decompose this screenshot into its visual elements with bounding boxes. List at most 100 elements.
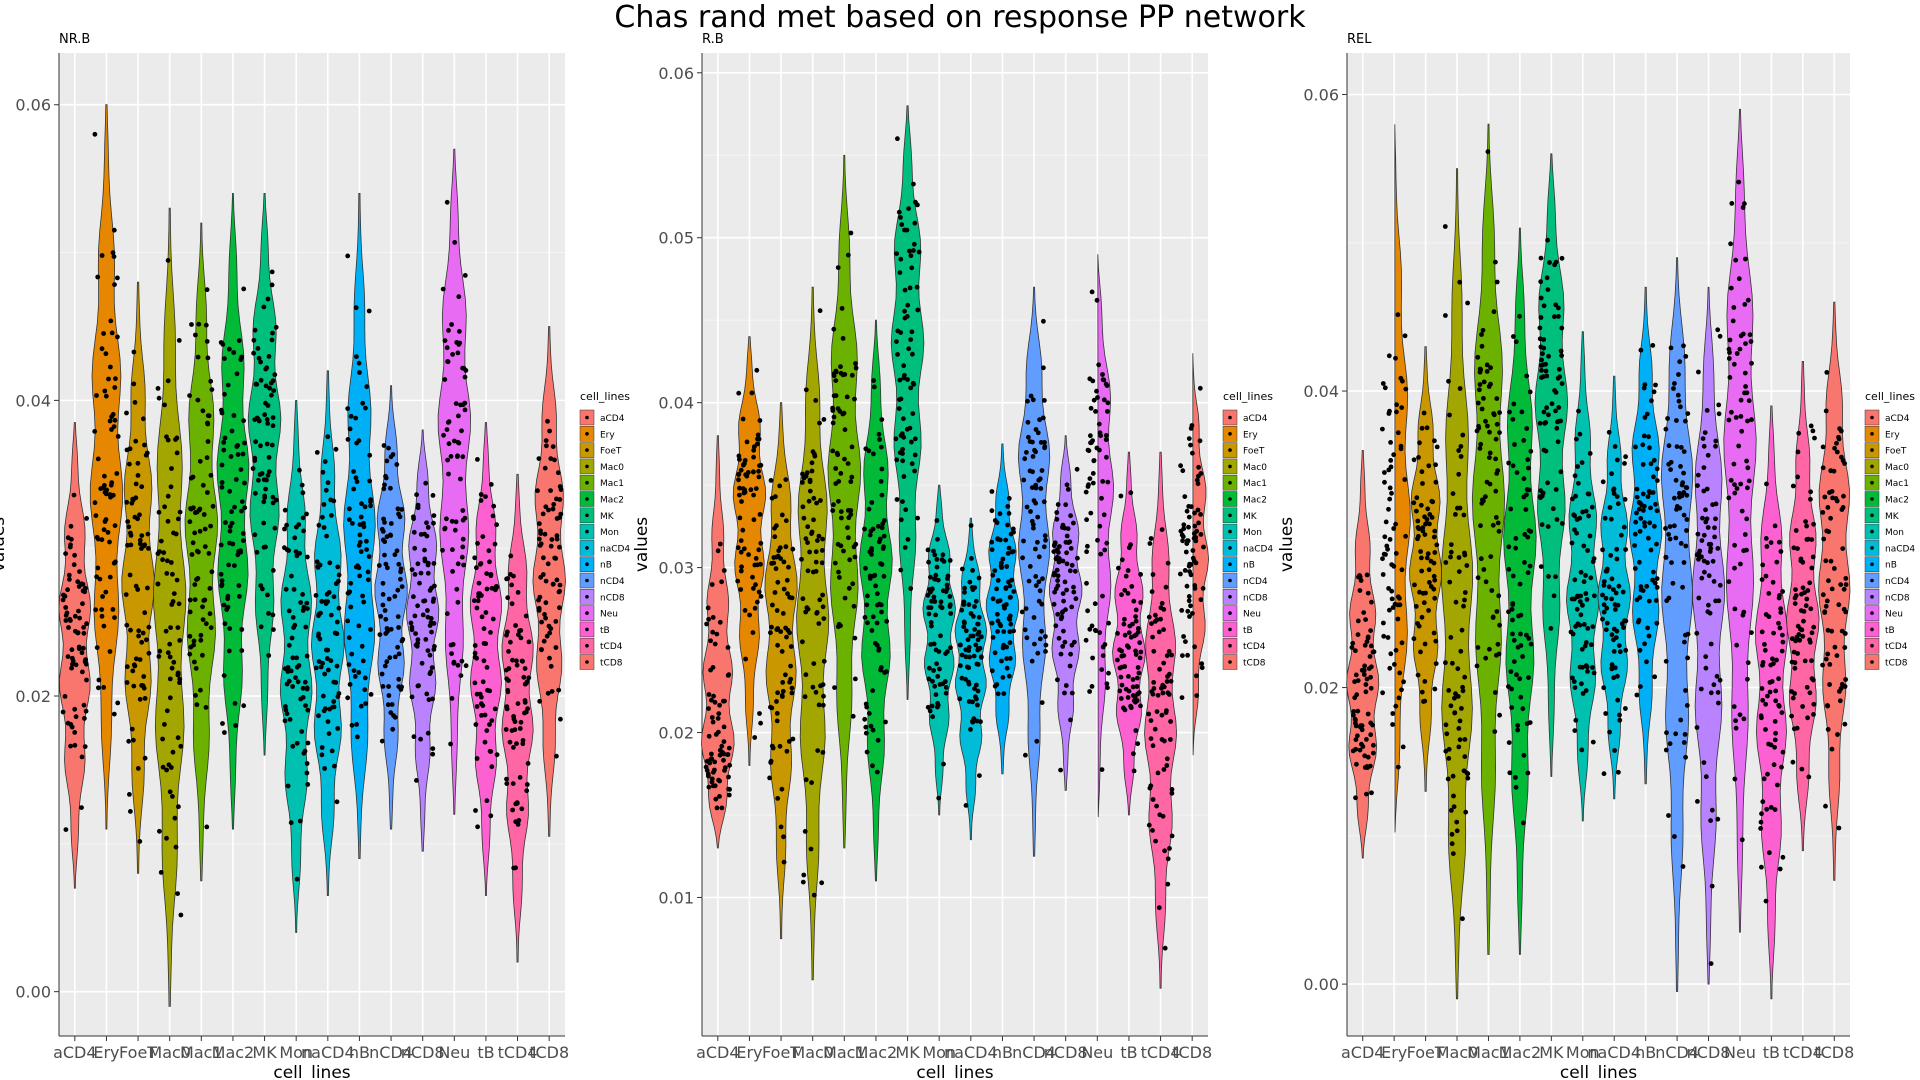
data-point [1115,631,1120,636]
data-point [1716,402,1722,408]
data-point [187,609,193,615]
data-point [1053,586,1059,592]
data-point [1393,703,1399,709]
data-point [62,593,68,599]
legend-key-dot [1228,497,1232,501]
legend-label-tCD8: tCD8 [600,659,623,669]
data-point [1574,436,1579,442]
data-point [1704,516,1710,522]
data-point [1513,775,1518,780]
violin-nCD8 [406,429,440,852]
data-point [1738,481,1744,487]
legend-label-aCD4: aCD4 [1243,414,1268,424]
data-point [1474,663,1480,669]
data-point [1364,639,1370,644]
data-point [842,595,848,601]
points-aCD4 [703,541,733,811]
data-point [1192,510,1197,516]
data-point [1734,642,1740,648]
data-point [1776,702,1782,708]
data-point [1063,683,1069,688]
data-point [1678,404,1683,410]
data-point [197,458,203,464]
data-point [709,779,715,785]
data-point [820,702,826,708]
points-Mon [1568,408,1597,753]
data-point [875,591,880,597]
data-point [897,450,903,456]
data-point [1161,627,1166,632]
data-point [304,770,310,776]
data-point [1771,661,1776,666]
data-point [716,711,722,716]
data-point [1055,611,1061,617]
data-point [473,808,478,813]
legend-label-nCD8: nCD8 [1243,593,1268,603]
legend-key-dot [585,432,589,436]
data-point [285,783,291,789]
data-point [1791,726,1797,732]
data-point [1795,449,1801,455]
y-tick-label: 0.01 [658,888,694,907]
data-point [208,378,214,384]
data-point [1192,644,1197,650]
data-point [737,515,743,521]
data-point [1506,460,1512,466]
data-point [1358,578,1364,583]
data-point [1461,603,1466,609]
data-point [1061,628,1066,634]
data-point [1716,700,1721,706]
data-point [1351,712,1356,718]
data-point [194,702,200,708]
data-point [1460,916,1465,922]
data-point [1154,803,1159,809]
data-point [432,644,437,649]
data-point [778,629,784,634]
data-point [1122,632,1128,638]
data-point [483,610,489,615]
data-point [482,712,488,718]
data-point [320,514,325,520]
data-point [1135,675,1140,681]
data-point [269,282,275,288]
points-Mac0 [155,258,184,918]
data-point [1559,255,1565,261]
data-point [1011,589,1017,594]
data-point [1420,528,1426,534]
data-point [1201,544,1206,550]
data-point [1389,562,1395,567]
data-point [850,713,856,719]
data-point [1762,642,1767,647]
data-point [1830,495,1835,501]
data-point [959,652,965,658]
data-point [1178,571,1183,577]
data-point [1461,768,1467,774]
data-point [897,397,902,402]
data-point [111,711,117,717]
data-point [1608,516,1614,522]
data-point [378,614,384,619]
data-point [775,579,781,585]
data-point [773,566,779,572]
data-point [1476,425,1482,431]
data-point [1560,521,1565,526]
data-point [904,426,910,432]
x-tick-label: Mac1 [180,1043,223,1062]
data-point [1004,665,1010,671]
data-point [1414,495,1420,501]
data-point [137,657,143,662]
data-point [548,663,554,669]
data-point [1667,524,1673,529]
x-tick-label: Mac0 [791,1043,834,1062]
data-point [1836,825,1842,831]
data-point [1549,401,1555,407]
data-point [1824,598,1830,604]
data-point [221,447,227,453]
data-point [943,685,949,690]
y-tick-label: 0.02 [15,687,51,706]
data-point [719,579,724,585]
violin-nCD4 [374,385,408,830]
data-point [549,689,555,694]
data-point [415,683,421,689]
data-point [1182,494,1188,499]
